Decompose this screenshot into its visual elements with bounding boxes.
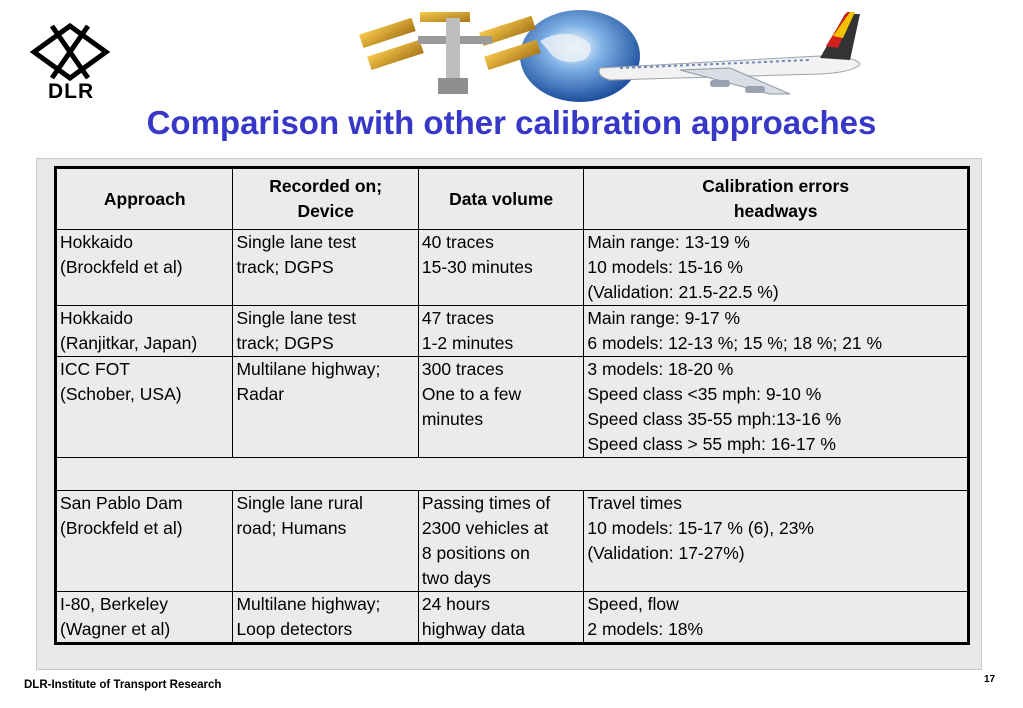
- cell-data-volume: 300 traces One to a few minutes: [417, 356, 585, 458]
- header-illustration: [350, 6, 890, 106]
- table-spacer-row: [55, 457, 969, 491]
- cell-approach: Hokkaido (Ranjitkar, Japan): [54, 305, 234, 357]
- cell-calibration-errors: 3 models: 18-20 % Speed class <35 mph: 9…: [583, 356, 969, 458]
- cell-calibration-errors: Main range: 9-17 % 6 models: 12-13 %; 15…: [583, 305, 969, 357]
- space-station-globe-airplane-icon: [359, 10, 861, 102]
- comparison-table: Approach Recorded on; Device Data volume…: [54, 166, 970, 645]
- cell-approach: San Pablo Dam (Brockfeld et al): [54, 490, 234, 592]
- footer-institute: DLR-Institute of Transport Research: [24, 679, 222, 691]
- page-number: 17: [984, 674, 996, 685]
- dlr-logo: [22, 22, 118, 108]
- dlr-cross-logo-icon: [29, 22, 111, 82]
- header-recorded-on: Recorded on; Device: [232, 167, 419, 230]
- logo-text: DLR: [48, 80, 95, 103]
- cell-recorded-on: Multilane highway; Radar: [232, 356, 419, 458]
- cell-recorded-on: Single lane test track; DGPS: [232, 229, 419, 306]
- cell-calibration-errors: Speed, flow 2 models: 18%: [583, 591, 969, 644]
- table-row: I-80, Berkeley (Wagner et al) Multilane …: [54, 591, 969, 644]
- table-row: ICC FOT (Schober, USA) Multilane highway…: [54, 356, 969, 458]
- header-data-volume: Data volume: [417, 167, 585, 230]
- cell-calibration-errors: Main range: 13-19 % 10 models: 15-16 % (…: [583, 229, 969, 306]
- table-row: San Pablo Dam (Brockfeld et al) Single l…: [54, 490, 969, 592]
- table-header-row: Approach Recorded on; Device Data volume…: [54, 167, 969, 230]
- slide-title: Comparison with other calibration approa…: [146, 104, 877, 141]
- header-approach: Approach: [54, 167, 234, 230]
- cell-approach: I-80, Berkeley (Wagner et al): [54, 591, 234, 644]
- cell-data-volume: 24 hours highway data: [417, 591, 585, 644]
- table-row: Hokkaido (Ranjitkar, Japan) Single lane …: [54, 305, 969, 357]
- cell-recorded-on: Multilane highway; Loop detectors: [232, 591, 419, 644]
- cell-approach: Hokkaido (Brockfeld et al): [54, 229, 234, 306]
- cell-recorded-on: Single lane test track; DGPS: [232, 305, 419, 357]
- cell-data-volume: 47 traces 1-2 minutes: [417, 305, 585, 357]
- cell-recorded-on: Single lane rural road; Humans: [232, 490, 419, 592]
- spacer-cell: [55, 457, 969, 491]
- header-calibration-errors: Calibration errors headways: [583, 167, 969, 230]
- cell-approach: ICC FOT (Schober, USA): [54, 356, 234, 458]
- table-row: Hokkaido (Brockfeld et al) Single lane t…: [54, 229, 969, 306]
- cell-calibration-errors: Travel times 10 models: 15-17 % (6), 23%…: [583, 490, 969, 592]
- cell-data-volume: 40 traces 15-30 minutes: [417, 229, 585, 306]
- cell-data-volume: Passing times of 2300 vehicles at 8 posi…: [417, 490, 585, 592]
